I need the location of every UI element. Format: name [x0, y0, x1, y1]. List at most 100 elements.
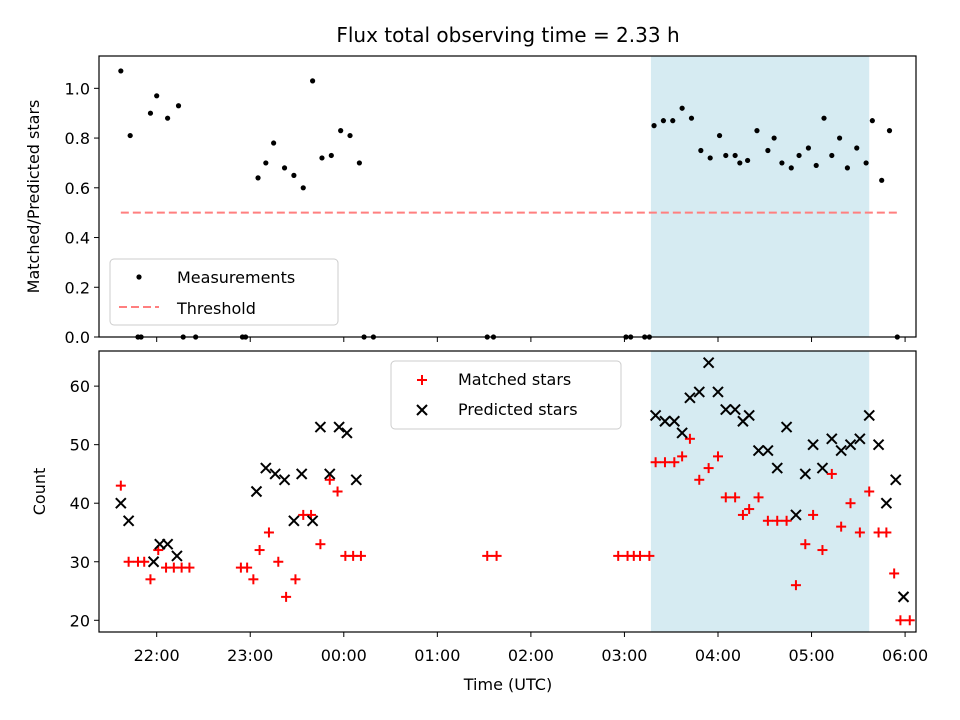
data-point	[260, 462, 272, 474]
data-point	[350, 474, 362, 486]
data-point	[147, 556, 160, 568]
data-point	[712, 451, 723, 462]
data-point	[660, 118, 667, 124]
data-point	[306, 515, 319, 527]
data-point	[165, 115, 171, 121]
y-tick-label: 0.2	[65, 278, 90, 297]
data-point	[684, 392, 696, 404]
y-axis-label: Count	[30, 468, 49, 516]
series-measurements	[118, 68, 900, 340]
data-point	[315, 539, 326, 550]
data-point	[269, 468, 281, 480]
legend-box	[109, 258, 339, 326]
data-point	[732, 152, 738, 159]
data-point	[779, 160, 785, 166]
data-point	[835, 444, 847, 457]
data-point	[780, 421, 793, 433]
data-point	[723, 152, 729, 159]
y-tick-label: 0.4	[65, 229, 90, 248]
data-point	[836, 521, 847, 532]
data-point	[115, 480, 126, 491]
data-point	[716, 132, 723, 139]
data-point	[790, 580, 801, 591]
data-point	[829, 152, 835, 159]
data-point	[127, 132, 133, 139]
y-tick-label: 0.6	[65, 179, 90, 198]
observing-span-highlight	[650, 56, 870, 337]
y-tick-label: 40	[70, 494, 90, 513]
data-point	[880, 497, 893, 509]
data-point	[324, 474, 335, 485]
data-point	[300, 185, 306, 191]
y-tick-label: 60	[70, 377, 90, 396]
y-tick-label: 20	[70, 611, 90, 630]
data-point	[341, 427, 353, 439]
data-point	[676, 427, 688, 439]
data-point	[651, 123, 657, 129]
data-point	[310, 78, 316, 84]
data-point	[799, 468, 812, 480]
x-tick-label: 06:00	[882, 646, 928, 665]
x-tick-label: 03:00	[601, 646, 647, 665]
y-axis: 0.0 0.2 0.4 0.6 0.8 1.0 Matched/Predicted star…	[24, 79, 99, 347]
data-point	[854, 433, 866, 445]
legend: Matched stars Predicted stars	[390, 360, 622, 430]
series-matched-stars	[115, 433, 915, 626]
data-point	[826, 468, 837, 479]
data-point	[698, 147, 704, 154]
data-point	[295, 468, 308, 480]
data-point	[147, 110, 154, 116]
data-point	[254, 545, 265, 556]
data-point	[889, 568, 900, 579]
data-point	[752, 444, 765, 457]
data-point	[844, 165, 850, 171]
y-axis: 20 30 40 50 60 Count	[30, 377, 99, 630]
data-point	[263, 527, 274, 538]
data-point	[805, 145, 812, 151]
observing-span-highlight	[650, 351, 870, 632]
data-point	[745, 157, 751, 164]
legend-label: Measurements	[177, 268, 295, 287]
data-point	[355, 550, 366, 561]
data-point	[333, 421, 345, 433]
data-point	[482, 550, 493, 561]
panel-bottom-counts: 20 30 40 50 60 Count 22:00 23:00 00:00 01:00 02:00…	[30, 350, 928, 665]
x-axis	[156, 337, 906, 342]
y-tick-label: 1.0	[65, 79, 90, 98]
data-point	[872, 438, 885, 451]
data-point	[491, 550, 502, 561]
data-point	[897, 591, 910, 603]
y-tick-label: 0.8	[65, 129, 90, 148]
x-axis: 22:00 23:00 00:00 01:00 02:00 03:00 04:00 05:00…	[134, 632, 928, 665]
legend-marker	[416, 404, 428, 416]
data-point	[314, 421, 327, 433]
y-tick-label: 30	[70, 553, 90, 572]
x-tick-label: 22:00	[134, 646, 180, 665]
data-point	[904, 615, 915, 626]
data-point	[796, 152, 802, 159]
data-point	[171, 550, 183, 562]
data-point	[837, 135, 843, 141]
data-point	[242, 562, 253, 573]
data-point	[788, 165, 794, 171]
data-point	[332, 486, 343, 497]
data-point	[813, 162, 819, 169]
data-point	[248, 574, 259, 585]
data-point	[324, 468, 336, 480]
chart-title: Flux total observing time = 2.33 h	[336, 23, 679, 47]
data-point	[743, 409, 755, 422]
data-point	[864, 486, 875, 497]
data-point	[694, 474, 705, 485]
data-point	[271, 140, 277, 146]
data-point	[808, 509, 819, 520]
data-point	[290, 574, 301, 585]
data-point	[281, 591, 292, 602]
series-predicted-stars	[115, 357, 910, 603]
legend-marker	[136, 274, 142, 280]
data-point	[115, 497, 127, 509]
data-point	[807, 438, 819, 451]
data-point	[762, 444, 774, 457]
data-point	[122, 515, 135, 527]
data-point	[255, 175, 261, 181]
